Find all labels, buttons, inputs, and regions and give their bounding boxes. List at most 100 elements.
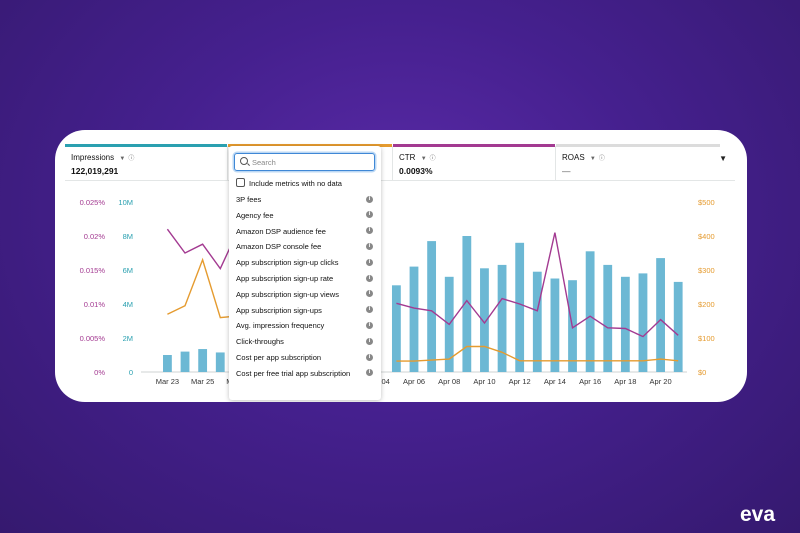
bar bbox=[215, 352, 225, 372]
y-tick-label-right: $200 bbox=[698, 300, 715, 309]
bar bbox=[462, 236, 472, 372]
metric-option[interactable]: Cost per free trial app subscription i bbox=[236, 369, 376, 378]
metric-option[interactable]: 3P fees i bbox=[236, 195, 376, 204]
include-label: Include metrics with no data bbox=[249, 179, 342, 188]
metric-option[interactable]: App subscription sign-ups i bbox=[236, 306, 376, 315]
info-icon[interactable]: i bbox=[366, 274, 373, 282]
metric-divider bbox=[392, 146, 393, 180]
info-icon: ⓘ bbox=[598, 156, 605, 162]
y-tick-label-pct: 0.025% bbox=[80, 198, 106, 207]
metric-value: — bbox=[562, 166, 571, 176]
chevron-down-icon[interactable]: ▼ bbox=[420, 156, 427, 162]
checkbox-icon[interactable] bbox=[236, 178, 245, 187]
include-metrics-checkbox[interactable]: Include metrics with no data bbox=[236, 178, 342, 188]
metric-option-label: Click-throughs bbox=[236, 337, 284, 347]
metric-roas[interactable]: ROAS ▼ ⓘ — bbox=[556, 144, 720, 180]
metric-option-label: App subscription sign-up clicks bbox=[236, 258, 339, 268]
bar bbox=[497, 264, 507, 372]
metric-divider bbox=[555, 146, 556, 180]
bar bbox=[638, 273, 648, 372]
bar bbox=[180, 351, 190, 372]
metric-option-label: App subscription sign-up views bbox=[236, 289, 339, 299]
bar bbox=[620, 276, 630, 372]
info-icon[interactable]: i bbox=[366, 353, 373, 361]
metric-option-label: App subscription sign-up rate bbox=[236, 274, 334, 283]
x-tick-label: Apr 18 bbox=[614, 377, 636, 386]
x-tick-label: Apr 06 bbox=[403, 377, 425, 386]
metric-ctr[interactable]: CTR ▼ ⓘ 0.0093% bbox=[393, 144, 555, 180]
info-icon: ⓘ bbox=[429, 156, 436, 162]
bar bbox=[603, 264, 613, 372]
bar bbox=[198, 349, 208, 372]
y-tick-label-right: $500 bbox=[698, 198, 715, 207]
info-icon[interactable]: i bbox=[366, 195, 373, 203]
metric-option[interactable]: Cost per app subscription i bbox=[236, 353, 376, 362]
x-tick-label: Apr 14 bbox=[544, 377, 566, 386]
eva-logo: eva bbox=[740, 503, 775, 525]
search-input[interactable] bbox=[252, 155, 367, 169]
search-box[interactable] bbox=[234, 153, 375, 171]
expand-chevron-icon[interactable]: ▼ bbox=[719, 154, 727, 163]
metric-option[interactable]: Amazon DSP console fee i bbox=[236, 242, 376, 251]
info-icon[interactable]: i bbox=[366, 242, 373, 250]
bar bbox=[409, 266, 419, 372]
metric-option-label: Cost per free trial app subscription bbox=[236, 368, 351, 378]
metric-selector-open[interactable] bbox=[228, 144, 392, 180]
bar bbox=[427, 241, 437, 372]
bar bbox=[656, 258, 665, 372]
info-icon[interactable]: i bbox=[366, 211, 373, 219]
bar bbox=[673, 281, 683, 372]
metrics-bar: Impressions ▼ ⓘ 122,019,291 CTR ▼ ⓘ 0.0093… bbox=[65, 144, 735, 181]
metric-option[interactable]: Agency fee i bbox=[236, 211, 376, 220]
metric-option[interactable]: App subscription sign-up clicks i bbox=[236, 258, 376, 267]
metric-label: CTR ▼ ⓘ bbox=[399, 153, 436, 162]
performance-card: Impressions ▼ ⓘ 122,019,291 CTR ▼ ⓘ 0.0093… bbox=[55, 130, 747, 402]
ctr-line bbox=[396, 232, 679, 338]
y-tick-label-pct: 0.015% bbox=[80, 266, 106, 275]
y-tick-label-right: $400 bbox=[698, 232, 715, 241]
x-tick-label: Apr 16 bbox=[579, 377, 601, 386]
y-tick-label-right: $300 bbox=[698, 266, 715, 275]
metric-value: 0.0093% bbox=[399, 166, 433, 176]
y-tick-label-count: 8M bbox=[123, 232, 133, 241]
y-tick-label-count: 2M bbox=[123, 334, 133, 343]
info-icon[interactable]: i bbox=[366, 290, 373, 298]
info-icon: ⓘ bbox=[128, 156, 135, 162]
x-tick-label: Apr 20 bbox=[650, 377, 672, 386]
search-icon bbox=[240, 157, 248, 165]
metric-option-label: Cost per app subscription bbox=[236, 353, 322, 362]
metric-option-label: Amazon DSP audience fee bbox=[236, 226, 326, 236]
bar bbox=[480, 268, 489, 372]
y-tick-label-right: $0 bbox=[698, 368, 706, 377]
metric-option[interactable]: Click-throughs i bbox=[236, 337, 376, 346]
y-tick-label-count: 6M bbox=[123, 266, 133, 275]
metric-option-label: Amazon DSP console fee bbox=[236, 242, 322, 252]
info-icon[interactable]: i bbox=[366, 258, 373, 266]
metric-label: ROAS ▼ ⓘ bbox=[562, 153, 605, 162]
x-tick-label: Mar 25 bbox=[191, 377, 214, 386]
metric-value: 122,019,291 bbox=[71, 166, 119, 176]
metric-impressions[interactable]: Impressions ▼ ⓘ 122,019,291 bbox=[65, 144, 227, 180]
y-tick-label-right: $100 bbox=[698, 334, 715, 343]
bar bbox=[585, 251, 595, 372]
info-icon[interactable]: i bbox=[366, 337, 373, 345]
info-icon[interactable]: i bbox=[366, 369, 373, 377]
y-tick-label-pct: 0.005% bbox=[80, 334, 106, 343]
info-icon[interactable]: i bbox=[366, 227, 373, 235]
metric-option[interactable]: App subscription sign-up views i bbox=[236, 290, 376, 299]
bar bbox=[391, 285, 401, 372]
y-tick-label-pct: 0% bbox=[94, 368, 105, 377]
info-icon[interactable]: i bbox=[366, 321, 373, 329]
metric-option[interactable]: Avg. impression frequency i bbox=[236, 321, 376, 330]
metric-option[interactable]: Amazon DSP audience fee i bbox=[236, 227, 376, 236]
chevron-down-icon[interactable]: ▼ bbox=[119, 156, 126, 162]
metric-divider bbox=[227, 146, 228, 180]
y-tick-label-pct: 0.01% bbox=[84, 300, 106, 309]
bar bbox=[550, 278, 560, 372]
chevron-down-icon[interactable]: ▼ bbox=[589, 156, 596, 162]
x-tick-label: Apr 12 bbox=[509, 377, 531, 386]
performance-chart: 0% 0.005% 0.01% 0.015% 0.02% 0.025% 0 2M 4M 6M 8M 1… bbox=[80, 198, 715, 386]
info-icon[interactable]: i bbox=[366, 306, 373, 314]
metric-option[interactable]: App subscription sign-up rate i bbox=[236, 274, 376, 283]
